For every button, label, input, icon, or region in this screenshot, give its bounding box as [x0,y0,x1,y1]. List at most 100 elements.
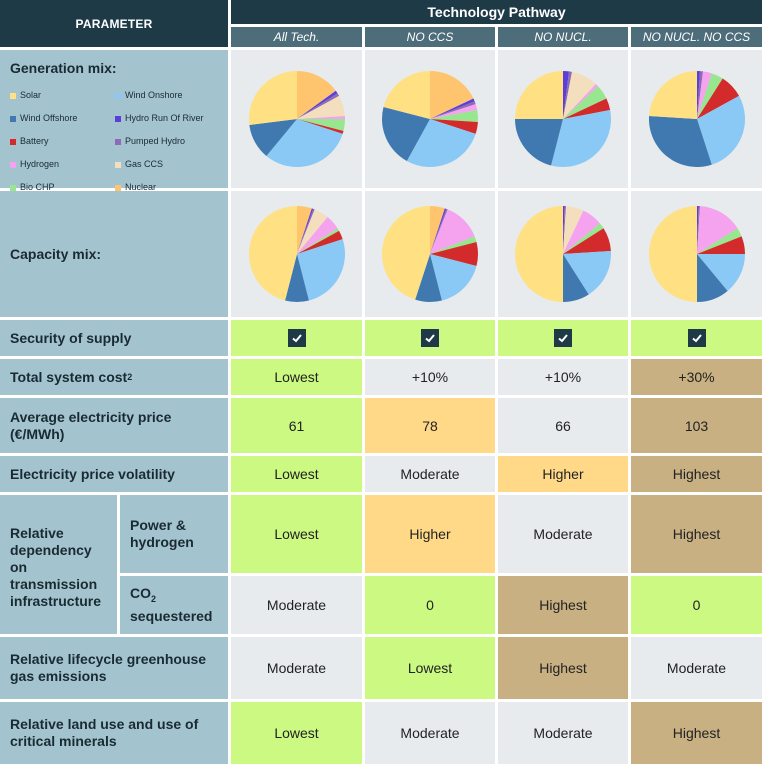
legend-item: Pumped Hydro [115,133,220,150]
legend-swatch-icon [10,92,16,99]
power-h2-no-ccs: Higher [365,495,495,573]
land-use-label: Relative land use and use of critical mi… [0,702,228,764]
pathway-header-no-nucl: NO NUCL. [498,27,628,47]
pie-slice-pumped-hydro [430,208,448,254]
pie-slice-pumped-hydro [696,206,700,254]
dependency-line: transmission [10,576,98,592]
checkbox-checked-icon [421,329,439,347]
cost-no-ccs: +10% [365,359,495,395]
capacity-pie-no-ccs [365,191,495,317]
pie-slice-wind-onshore [296,239,345,301]
legend-label: Gas CCS [125,159,164,169]
pie-slice-battery [296,119,343,134]
capacity-pie-chart [382,206,478,302]
co2-all-tech: Moderate [231,576,362,634]
pie-slice-nuclear [296,71,336,119]
pie-slice-pumped-hydro [563,206,567,254]
pie-slice-wind-offshore [415,254,442,302]
power-h2-no-nucl-no-ccs: Highest [631,495,762,573]
pie-slice-wind-offshore [284,254,309,302]
generation-pie-no-ccs [365,50,495,188]
cost-all-tech: Lowest [231,359,362,395]
dependency-line: on [10,559,28,575]
pie-slice-bio-chp [563,223,604,254]
checkbox-checked-icon [687,329,706,347]
pie-slice-pumped-hydro [296,93,339,119]
pathway-header-no-nucl-no-ccs: NO NUCL. NO CCS [631,27,762,47]
volatility-all-tech: Lowest [231,456,362,492]
pie-slice-wind-onshore [563,250,612,295]
legend-item: Nuclear [115,179,220,196]
land-no-nucl: Moderate [498,702,628,764]
pie-slice-wind-onshore [406,119,476,167]
pie-slice-hydrogen [296,115,345,119]
pie-slice-battery [563,98,611,119]
power-h2-all-tech: Lowest [231,495,362,573]
pie-slice-hydro-run-of-river [430,208,447,254]
power-h2-no-nucl: Moderate [498,495,628,573]
pie-slice-hydro-run-of-river [296,90,338,119]
land-line2: critical minerals [10,733,117,749]
pie-slice-hydro-run-of-river [563,205,565,254]
pie-slice-hydrogen [696,206,738,254]
legend-label: Pumped Hydro [125,136,186,146]
capacity-pie-all-tech [231,191,362,317]
co2-sequestered-label: CO2 sequestered [120,576,228,634]
land-line1: Relative land use and use of [10,716,199,732]
power-hydrogen-line: Power & [130,517,187,533]
legend-swatch-icon [115,184,121,191]
pie-slice-hydrogen [296,217,338,254]
security-all-tech [231,320,362,356]
pie-slice-solar [382,206,430,300]
land-no-nucl-no-ccs: Highest [631,702,762,764]
pie-slice-solar [248,71,297,126]
co2-no-nucl-no-ccs: 0 [631,576,762,634]
legend-label: Solar [20,90,42,100]
legend-item: Bio CHP [10,179,115,196]
pie-slice-bio-chp [563,86,607,119]
co2-subscript: 2 [151,593,157,604]
dependency-line: Relative [10,525,64,541]
pie-slice-solar [515,206,563,302]
pie-slice-solar [648,206,697,302]
volatility-no-nucl-no-ccs: Highest [631,456,762,492]
pie-slice-wind-offshore [515,119,563,166]
pie-slice-pumped-hydro [563,71,572,119]
pie-slice-hydro-run-of-river [563,71,570,119]
pie-slice-battery [296,230,343,254]
capacity-pie-chart [515,205,612,302]
pie-slice-solar [515,71,563,119]
checkbox-checked-icon [287,329,306,347]
legend-item: Solar [10,87,115,104]
ghg-no-ccs: Lowest [365,637,495,699]
pie-slice-hydro-run-of-river [430,98,475,119]
pie-slice-wind-onshore [430,254,477,301]
pie-slice-hydrogen [563,84,598,119]
generation-mix-title: Generation mix: [10,60,117,76]
pie-slice-battery [696,78,739,119]
ghg-all-tech: Moderate [231,637,362,699]
ghg-no-nucl: Highest [498,637,628,699]
legend-item: Wind Offshore [10,110,115,127]
legend-item: Hydrogen [10,156,115,173]
pie-slice-bio-chp [296,119,345,131]
dependency-line: infrastructure [10,593,102,609]
pie-slice-solar [383,71,430,119]
pie-slice-wind-onshore [265,119,343,167]
legend-swatch-icon [115,92,121,99]
dependency-line: dependency [10,542,92,558]
pie-slice-gas-ccs [296,95,345,119]
security-no-nucl [498,320,628,356]
price-volatility-label: Electricity price volatility [0,456,228,492]
price-all-tech: 61 [231,398,362,453]
avg-price-line2: (€/MWh) [10,425,65,442]
power-hydrogen-label: Power & hydrogen [120,495,228,573]
legend-swatch-icon [115,161,121,168]
capacity-pie-no-nucl [498,191,628,317]
pie-slice-wind-offshore [696,254,728,302]
legend-swatch-icon [10,161,16,168]
pie-slice-battery [563,228,611,254]
parameter-header: PARAMETER [0,0,228,47]
footnote-marker: 2 [127,371,133,382]
volatility-no-ccs: Moderate [365,456,495,492]
